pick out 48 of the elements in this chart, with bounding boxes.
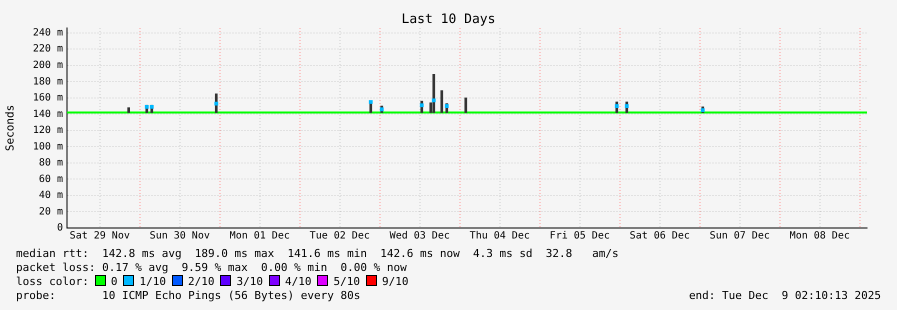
y-tick-label: 140 m bbox=[32, 108, 63, 120]
y-tick-label: 80 m bbox=[38, 158, 63, 169]
chart-title: Last 10 Days bbox=[400, 12, 496, 27]
point bbox=[432, 98, 436, 102]
legend-label: 4/10 bbox=[284, 275, 312, 288]
point bbox=[614, 104, 619, 108]
y-tick-label: 0 bbox=[56, 222, 63, 234]
text: end: Tue Dec 9 02:10:13 2025 bbox=[688, 289, 881, 303]
legend-label: 3/10 bbox=[236, 275, 263, 288]
x-tick-label: Sat 29 Nov bbox=[70, 230, 130, 242]
point bbox=[368, 100, 373, 104]
legend-title: loss color: bbox=[16, 275, 89, 288]
y-tick-label: 60 m bbox=[38, 174, 63, 185]
y-tick-label: 120 m bbox=[32, 125, 63, 136]
y-axis-title: Seconds bbox=[3, 104, 16, 152]
legend-label: 9/10 bbox=[382, 275, 408, 288]
x-tick-label: Mon 01 Dec bbox=[230, 230, 290, 242]
text: median rtt: 142.8 ms avg 189.0 ms max 141.6 ms min 142.6 ms now 4.3 ms sd 32.8 am/s bbox=[16, 247, 619, 261]
x-tick-label: Wed 03 Dec bbox=[390, 230, 450, 242]
y-tick-label: 180 m bbox=[32, 76, 63, 88]
bar bbox=[127, 107, 130, 113]
legend-label: 0 bbox=[110, 275, 118, 288]
legend-label: 2/10 bbox=[188, 275, 214, 288]
y-tick-label: 200 m bbox=[32, 60, 63, 71]
y-tick-label: 100 m bbox=[32, 141, 63, 152]
legend-label: 5/10 bbox=[333, 275, 360, 288]
x-tick-label: Sat 06 Dec bbox=[630, 230, 690, 242]
point bbox=[144, 104, 149, 109]
y-tick-label: 20 m bbox=[38, 206, 63, 218]
text: probe: 10 ICMP Echo Pings (56 Bytes) every 80s bbox=[16, 289, 360, 303]
y-tick-label: 240 m bbox=[32, 27, 63, 38]
point bbox=[624, 104, 629, 108]
bar bbox=[464, 98, 468, 113]
x-tick-label: Sun 30 Nov bbox=[150, 230, 210, 242]
x-tick-label: Tue 02 Dec bbox=[310, 230, 370, 242]
point bbox=[444, 104, 449, 108]
x-tick-label: Sun 07 Dec bbox=[710, 230, 770, 242]
legend-label: 1/10 bbox=[139, 275, 166, 288]
y-tick-label: 160 m bbox=[32, 92, 63, 104]
x-tick-label: Mon 08 Dec bbox=[790, 230, 850, 242]
x-tick-label: Thu 04 Dec bbox=[470, 230, 530, 242]
y-tick-label: 40 m bbox=[38, 190, 63, 202]
point bbox=[150, 104, 154, 109]
point bbox=[214, 102, 218, 106]
text: packet loss: 0.17 % avg 9.59 % max 0.00 % min 0.00 % now bbox=[16, 261, 407, 275]
x-tick-label: Fri 05 Dec bbox=[550, 230, 610, 242]
bar bbox=[440, 90, 444, 113]
y-tick-label: 220 m bbox=[32, 44, 63, 55]
